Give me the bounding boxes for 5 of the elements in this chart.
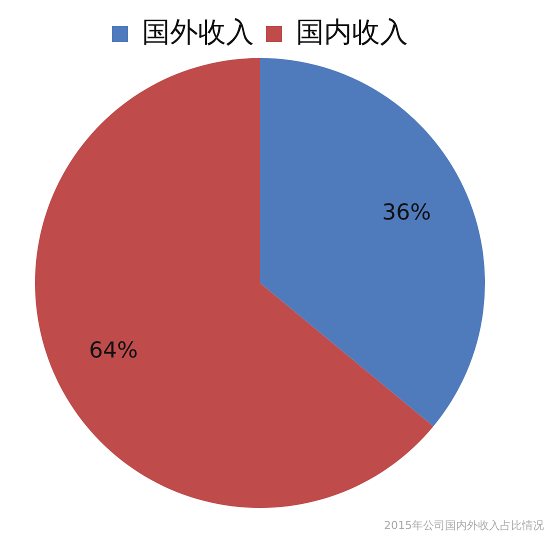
data-label: 36%	[382, 200, 432, 226]
data-label: 64%	[88, 338, 138, 364]
text: 2015年公司国内外收入占比情况	[383, 518, 545, 533]
legend-label: 国内收入	[296, 15, 408, 48]
legend-label: 国外收入	[142, 15, 254, 48]
